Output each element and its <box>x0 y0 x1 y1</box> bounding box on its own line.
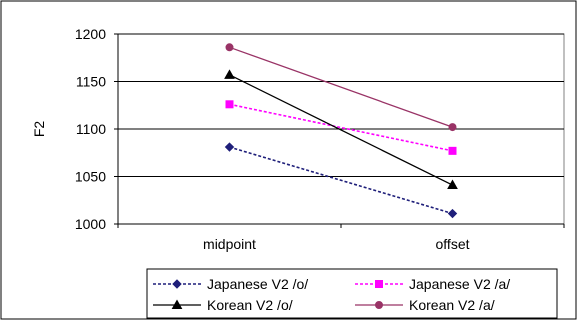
y-tick-label: 1150 <box>76 74 106 90</box>
legend-item: Korean V2 /o/ <box>153 297 293 313</box>
data-point <box>225 43 234 52</box>
data-point <box>447 208 458 219</box>
series <box>224 43 458 219</box>
y-axis-title: F2 <box>31 121 47 138</box>
data-point <box>224 69 235 79</box>
series-4 <box>225 43 457 132</box>
series-line <box>229 46 453 128</box>
data-point <box>448 123 457 132</box>
data-point <box>225 100 234 109</box>
legend: Japanese V2 /o/Japanese V2 /a/Korean V2 … <box>146 268 558 319</box>
legend-marker <box>171 299 183 309</box>
series-line <box>229 103 453 152</box>
legend-label: Japanese V2 /o/ <box>207 276 308 292</box>
legend-item: Japanese V2 /o/ <box>153 276 308 292</box>
series-line <box>229 74 453 186</box>
y-tick-label: 1100 <box>76 121 106 137</box>
legend-marker <box>375 301 383 309</box>
series-3 <box>224 69 458 190</box>
legend-box <box>146 268 558 319</box>
y-tick-labels: 1000 1050 1100 1150 1200 <box>75 26 118 232</box>
legend-item: Japanese V2 /a/ <box>355 276 510 292</box>
x-tick-label: offset <box>436 236 470 252</box>
y-tick-label: 1000 <box>75 216 106 232</box>
x-tick-labels: midpoint offset <box>117 224 565 252</box>
data-point <box>224 142 235 152</box>
legend-marker <box>375 280 383 288</box>
series-1 <box>224 142 458 219</box>
legend-marker <box>172 279 182 289</box>
y-tick-label: 1050 <box>75 169 106 185</box>
y-tick-label: 1200 <box>75 26 106 42</box>
data-point <box>448 146 457 155</box>
x-tick-label: midpoint <box>203 236 256 252</box>
legend-label: Japanese V2 /a/ <box>409 276 510 292</box>
legend-item: Korean V2 /a/ <box>355 297 495 313</box>
data-point <box>447 179 458 190</box>
legend-label: Korean V2 /a/ <box>409 297 495 313</box>
series-line <box>229 146 453 215</box>
gridlines <box>118 33 564 177</box>
legend-label: Korean V2 /o/ <box>207 297 293 313</box>
series-2 <box>225 100 457 155</box>
